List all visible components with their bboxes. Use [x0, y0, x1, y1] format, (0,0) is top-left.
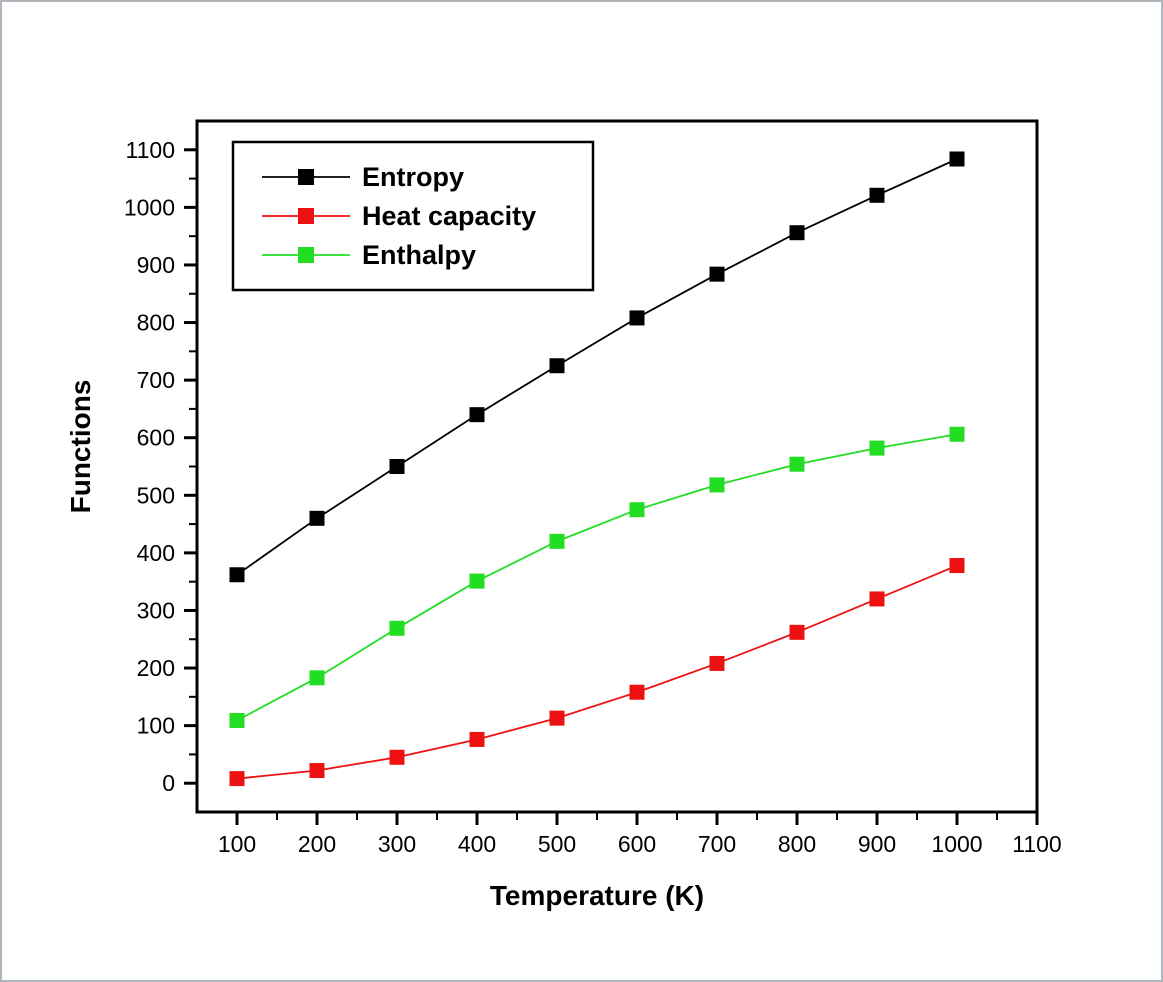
enthalpy-marker [549, 533, 565, 549]
legend-marker-entropy [298, 169, 314, 185]
enthalpy-marker [949, 426, 965, 442]
x-tick-label: 600 [618, 831, 656, 857]
legend-label-enthalpy: Enthalpy [362, 240, 476, 270]
entropy-marker [949, 151, 965, 167]
enthalpy-marker [469, 573, 485, 589]
entropy-marker [469, 407, 485, 423]
x-tick-label: 400 [458, 831, 496, 857]
entropy-line [236, 158, 958, 576]
y-tick-label: 700 [137, 367, 175, 393]
y-tick-label: 800 [137, 310, 175, 336]
heat-capacity-marker [229, 771, 245, 787]
entropy-marker [709, 266, 725, 282]
y-tick-label: 1100 [126, 137, 175, 163]
y-tick-label: 900 [137, 252, 175, 278]
heat-capacity-marker [469, 731, 485, 747]
enthalpy-marker [229, 712, 245, 728]
enthalpy-marker [629, 502, 645, 518]
entropy-marker [309, 510, 325, 526]
entropy-marker [389, 459, 405, 474]
x-tick-label: 100 [218, 831, 256, 857]
y-tick-label: 0 [162, 770, 175, 796]
enthalpy-marker [709, 477, 725, 493]
x-tick-label: 1100 [1012, 831, 1061, 857]
x-tick-label: 300 [378, 831, 416, 857]
enthalpy-marker [389, 620, 405, 636]
y-tick-label: 100 [137, 713, 175, 739]
y-tick-label: 300 [137, 597, 175, 623]
enthalpy-marker [869, 440, 885, 456]
x-tick-label: 800 [778, 831, 816, 857]
legend-label-heat-capacity: Heat capacity [362, 201, 536, 231]
entropy-marker [869, 187, 885, 203]
x-tick-label: 200 [298, 831, 336, 857]
legend-label-entropy: Entropy [362, 162, 464, 192]
enthalpy-line [236, 433, 958, 722]
x-tick-label: 900 [858, 831, 896, 857]
x-axis-title: Temperature (K) [490, 880, 704, 911]
heat-capacity-marker [869, 591, 885, 607]
legend-marker-heat-capacity [298, 208, 314, 224]
y-tick-label: 600 [137, 425, 175, 451]
entropy-marker [629, 310, 645, 326]
heat-capacity-marker [549, 710, 565, 726]
heat-capacity-marker [309, 763, 325, 779]
heat-capacity-marker [389, 749, 405, 765]
x-tick-label: 1000 [931, 831, 982, 857]
y-tick-label: 400 [137, 540, 175, 566]
enthalpy-marker [309, 670, 325, 686]
y-tick-label: 500 [137, 482, 175, 508]
entropy-marker [549, 358, 565, 374]
heat-capacity-marker [629, 684, 645, 700]
entropy-marker [229, 567, 245, 583]
y-tick-label: 1000 [124, 194, 175, 220]
y-axis-title: Functions [65, 380, 96, 514]
heat-capacity-marker [949, 558, 965, 574]
y-tick-label: 200 [137, 655, 175, 681]
legend-marker-enthalpy [298, 247, 314, 263]
heat-capacity-marker [789, 624, 805, 640]
heat-capacity-line [236, 564, 958, 780]
entropy-marker [789, 225, 805, 241]
x-tick-label: 500 [538, 831, 576, 857]
x-tick-label: 700 [698, 831, 736, 857]
heat-capacity-marker [709, 655, 725, 671]
enthalpy-marker [789, 456, 805, 472]
